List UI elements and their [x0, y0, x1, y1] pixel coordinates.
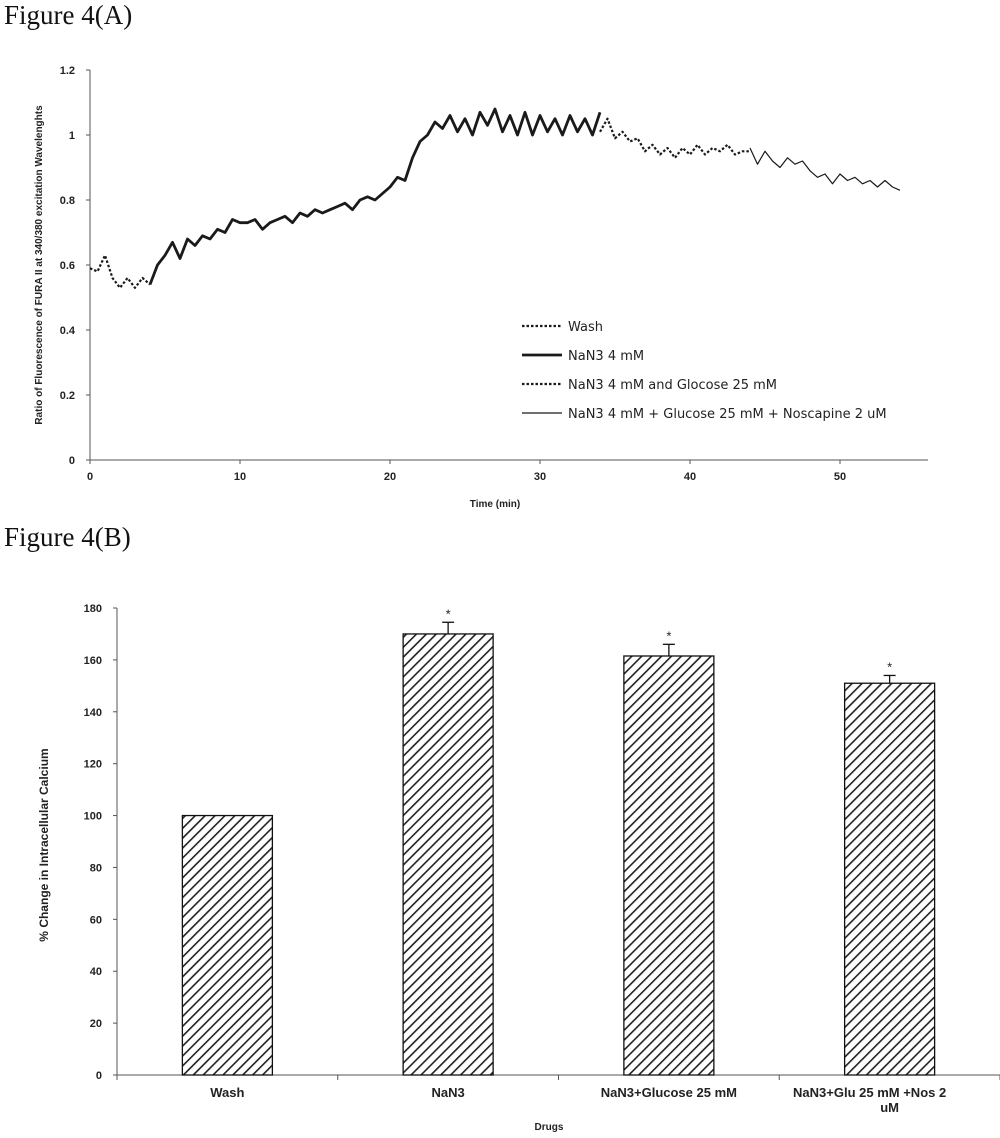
series-line-2: [148, 107, 602, 286]
y-tick-label: 140: [84, 707, 102, 719]
x-category-label: NaN3: [432, 1085, 465, 1100]
figure-a-label: Figure 4(A): [4, 0, 133, 30]
x-tick-label: 10: [234, 471, 246, 483]
bar-4: [843, 682, 936, 1076]
y-tick-label: 40: [90, 966, 102, 978]
legend-label-4: NaN3 4 mM + Glucose 25 mM + Noscapine 2 …: [568, 407, 887, 422]
figure-b-label: Figure 4(B): [4, 522, 131, 552]
x-category-label: NaN3+Glucose 25 mM: [601, 1085, 737, 1100]
series-line-3: [599, 117, 750, 159]
significance-marker-4: *: [887, 659, 892, 674]
y-tick-label: 80: [90, 862, 102, 874]
y-tick-label: 100: [84, 811, 102, 823]
y-tick-label: 0.8: [60, 195, 75, 207]
y-axis-title: % Change in Intracellular Calcium: [37, 748, 51, 941]
x-axis-title: Drugs: [535, 1122, 564, 1133]
y-tick-label: 0.2: [60, 390, 75, 402]
bar-2: [402, 633, 494, 1076]
line-chart: 0 0.2 0.4 0.6 0.8 1 1.2 0 10 20 30 40 50 Time (min) Ra…: [34, 65, 928, 510]
x-tick-label: 30: [534, 471, 546, 483]
x-axis-title: Time (min): [470, 499, 520, 510]
y-tick-label: 160: [84, 655, 102, 667]
y-tick-label: 0: [69, 455, 75, 467]
legend-label-1: Wash: [568, 320, 603, 335]
x-tick-label: 20: [384, 471, 396, 483]
y-tick-label: 0: [96, 1070, 102, 1082]
significance-marker-3: *: [666, 628, 671, 643]
y-axis-title: Ratio of Fluorescence of FURA II at 340/…: [34, 105, 45, 425]
bar-1: [181, 814, 274, 1076]
x-tick-label: 40: [684, 471, 696, 483]
y-tick-label: 0.6: [60, 260, 75, 272]
y-tick-label: 120: [84, 759, 102, 771]
significance-marker-2: *: [446, 606, 451, 621]
legend-label-2: NaN3 4 mM: [568, 349, 644, 364]
x-category-label: NaN3+Glu 25 mM +Nos 2 uM: [793, 1085, 946, 1115]
x-tick-label: 0: [87, 471, 93, 483]
series-line-4: [749, 147, 901, 191]
bar-3: [623, 655, 715, 1076]
y-tick-label: 1: [69, 130, 75, 142]
y-tick-label: 180: [84, 603, 102, 615]
y-tick-label: 0.4: [60, 325, 76, 337]
x-category-label: Wash: [210, 1085, 244, 1100]
legend-label-3: NaN3 4 mM and Glocose 25 mM: [568, 378, 777, 393]
y-tick-label: 60: [90, 914, 102, 926]
series-line-1: [89, 254, 151, 289]
x-tick-label: 50: [834, 471, 846, 483]
y-tick-label: 20: [90, 1018, 102, 1030]
y-tick-label: 1.2: [60, 65, 75, 77]
